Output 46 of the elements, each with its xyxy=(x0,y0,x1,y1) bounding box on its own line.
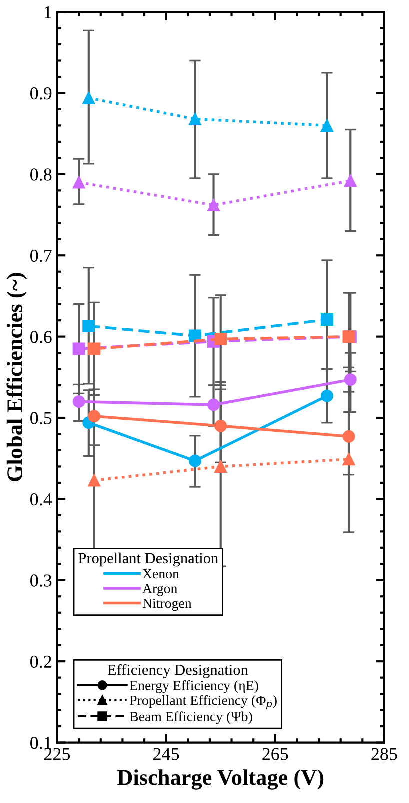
point xyxy=(72,176,86,189)
text: Propellant Designation xyxy=(78,552,218,567)
point xyxy=(88,410,101,423)
point xyxy=(320,119,334,132)
y-tick-label: 0.1 xyxy=(30,737,52,750)
y-tick-label: 1 xyxy=(44,6,52,18)
text: Efficiency Designation xyxy=(108,664,248,678)
y-tick-label: 0.6 xyxy=(30,331,52,344)
point xyxy=(214,420,228,432)
x-tick-label: 285 xyxy=(372,748,398,760)
point xyxy=(82,320,96,333)
point xyxy=(344,174,357,188)
x-tick-label: 265 xyxy=(262,748,288,760)
point xyxy=(344,374,357,386)
y-tick-label: 0.8 xyxy=(30,168,52,181)
y-axis-title: Global Efficiencies (~) xyxy=(6,273,28,482)
y-tick-label: 0.3 xyxy=(30,574,52,587)
point xyxy=(214,460,228,473)
point xyxy=(208,398,220,412)
y-tick-label: 0.7 xyxy=(30,250,52,262)
y-tick-label: 0.4 xyxy=(30,493,52,506)
x-tick-label: 225 xyxy=(44,748,70,760)
legend-label: Energy Efficiency (ηE) xyxy=(130,680,258,694)
point xyxy=(214,333,228,346)
point xyxy=(342,453,356,466)
point xyxy=(72,396,86,408)
point xyxy=(320,314,334,326)
legend-label: Argon xyxy=(142,584,178,596)
point xyxy=(188,112,202,126)
point xyxy=(320,390,334,402)
point xyxy=(188,454,202,468)
y-tick-label: 0.2 xyxy=(30,656,52,668)
x-axis-title: Discharge Voltage (V) xyxy=(118,770,324,790)
legend-label: Propellant Efficiency (Φ$_{p}$) xyxy=(130,695,277,710)
x-tick-label: 245 xyxy=(154,748,180,760)
point xyxy=(208,199,220,212)
point xyxy=(72,342,86,356)
legend-label: Xenon xyxy=(142,569,180,579)
point xyxy=(82,92,96,104)
legend-label: Nitrogen xyxy=(142,598,192,612)
point xyxy=(342,430,356,443)
y-tick-label: 0.5 xyxy=(30,412,52,425)
legend-label: Beam Efficiency (Ψb) xyxy=(130,712,252,724)
point xyxy=(88,342,101,356)
y-tick-label: 0.9 xyxy=(30,87,52,100)
point xyxy=(88,474,101,487)
